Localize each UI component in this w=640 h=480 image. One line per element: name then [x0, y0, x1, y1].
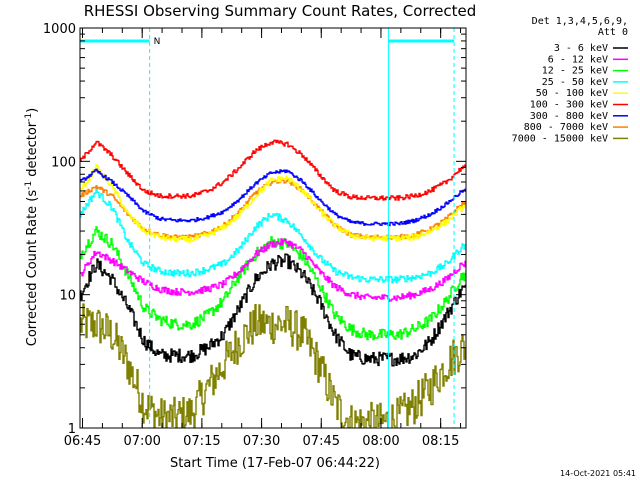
plot-frame: [79, 27, 467, 429]
marker-group: N: [79, 28, 455, 428]
y-tick-label: 1: [68, 422, 76, 437]
footer-timestamp: 14-Oct-2021 05:41: [560, 469, 636, 478]
x-tick-label: 07:15: [183, 434, 220, 449]
series-line-100-300-kev: [80, 139, 466, 201]
legend-label: 300 - 800 keV: [530, 111, 608, 122]
legend-label: 100 - 300 keV: [530, 100, 608, 111]
chart-title: RHESSI Observing Summary Count Rates, Co…: [84, 2, 477, 20]
x-tick-label: 07:30: [243, 434, 280, 449]
x-tick-label: 08:15: [422, 434, 459, 449]
series-line-25-50-kev: [80, 187, 466, 284]
x-axis-label: Start Time (17-Feb-07 06:44:22): [170, 456, 380, 471]
x-axis-ticks: 06:45 07:00 07:15 07:30 07:45 08:00 08:15: [64, 28, 462, 449]
series-line-300-800-kev: [80, 168, 466, 227]
y-axis-label: Corrected Count Rate (s-1 detector-1): [24, 108, 40, 346]
series-line-6-12-kev: [80, 238, 466, 302]
y-tick-label: 1000: [43, 22, 76, 37]
x-tick-label: 07:45: [303, 434, 340, 449]
legend-header-line: Det 1,3,4,5,6,9,: [532, 16, 628, 27]
legend-label: 12 - 25 keV: [542, 66, 608, 77]
y-axis-ticks: 1 10 100 1000: [43, 22, 466, 437]
x-tick-label: 07:00: [123, 434, 160, 449]
legend-label: 3 - 6 keV: [554, 43, 608, 54]
legend-label: 800 - 7000 keV: [524, 122, 608, 133]
series-line-800-7000-kev: [80, 178, 466, 240]
y-tick-label: 100: [51, 155, 76, 170]
legend-header-line: Att 0: [598, 27, 628, 38]
legend-label: 7000 - 15000 keV: [512, 133, 608, 144]
x-tick-label: 06:45: [64, 434, 101, 449]
series-line-50-100-kev: [80, 164, 466, 243]
plot-area: N: [79, 27, 467, 429]
x-tick-label: 08:00: [362, 434, 399, 449]
legend-label: 50 - 100 keV: [536, 88, 608, 99]
legend-label: 25 - 50 keV: [542, 77, 608, 88]
y-tick-label: 10: [59, 289, 76, 304]
legend-label: 6 - 12 keV: [548, 54, 608, 65]
night-label: N: [154, 37, 161, 47]
series-line-3-6-kev: [80, 253, 466, 367]
series-line-7000-15000-kev: [80, 303, 466, 428]
series-group: [80, 139, 466, 428]
